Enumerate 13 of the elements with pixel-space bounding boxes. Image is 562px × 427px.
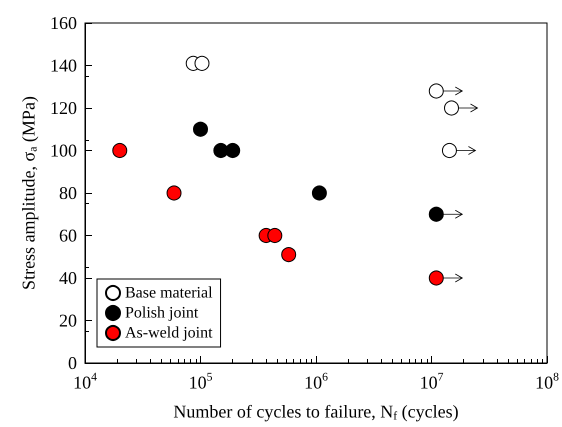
y-axis-title: Stress amplitude, σa (MPa)	[18, 96, 40, 290]
y-tick-label: 60	[59, 226, 77, 246]
y-tick-label: 80	[59, 183, 77, 203]
y-tick-label: 40	[59, 268, 77, 288]
legend-label: Polish joint	[125, 304, 199, 322]
y-tick-label: 120	[50, 98, 77, 118]
y-tick-label: 0	[68, 353, 77, 373]
legend-label: Base material	[125, 284, 214, 302]
y-tick-label: 160	[50, 13, 77, 33]
y-tick-label: 20	[59, 310, 77, 330]
y-tick-label: 140	[50, 56, 77, 76]
legend-label: As-weld joint	[125, 324, 214, 342]
y-tick-label: 100	[50, 140, 77, 160]
